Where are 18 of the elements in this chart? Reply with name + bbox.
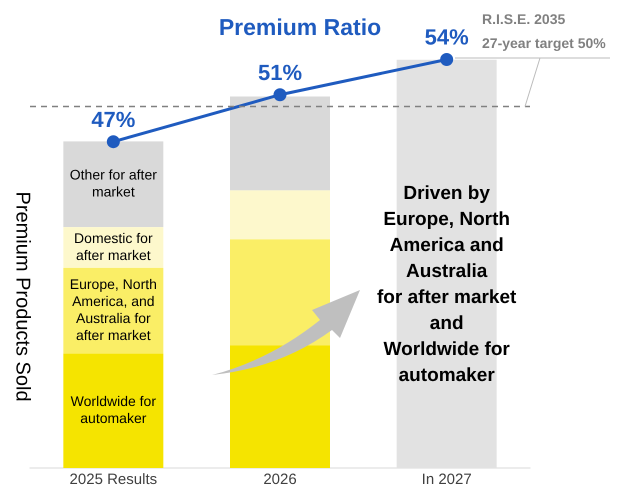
y-axis-title: Premium Products Sold: [10, 192, 34, 402]
data-label: 54%: [424, 24, 469, 50]
x-tick-label: 2026: [263, 471, 297, 488]
annotation: Driven by Europe, North America and Australia for after market and Worldwide for automaker: [376, 183, 518, 386]
data-label: 47%: [91, 106, 136, 132]
x-tick-label: 2025 Results: [70, 471, 158, 488]
bar: [63, 141, 164, 228]
series-label: Other for after market: [70, 166, 158, 200]
ref-line-label: R.I.S.E. 2035 27-year target 50%: [482, 11, 606, 51]
data-label: 51%: [258, 60, 302, 85]
bar: [230, 96, 330, 190]
bar: [230, 190, 330, 240]
bar: [63, 354, 164, 468]
chart-title: Premium Ratio: [218, 14, 382, 41]
x-tick-label: In 2027: [422, 471, 472, 488]
series-label: Worldwide for automaker: [70, 393, 156, 426]
series-label: Domestic for after market: [74, 230, 153, 263]
series-label: Europe, North America, and Australia for after market: [70, 276, 157, 344]
